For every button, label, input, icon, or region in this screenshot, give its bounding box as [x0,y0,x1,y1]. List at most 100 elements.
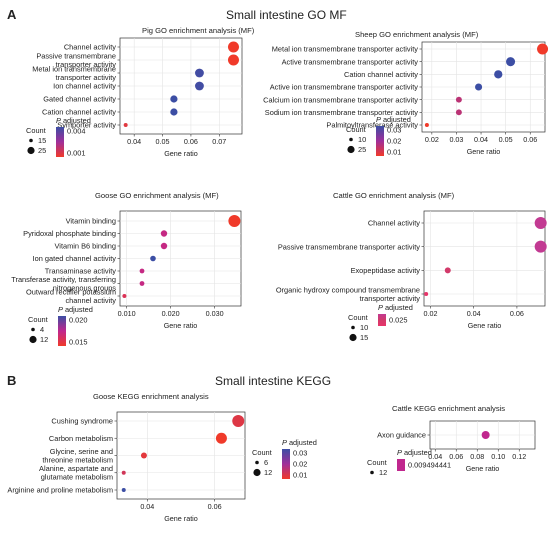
legend-size-dot [255,460,259,465]
x-tick-label: 0.03 [449,135,463,144]
x-axis-label: Gene ratio [467,147,501,156]
legend-p-italic: P [397,448,402,457]
section-a-title: Small intestine GO MF [226,8,347,22]
legend-color-bar [397,459,405,471]
section-b-title: Small intestine KEGG [215,374,331,388]
category-label: nitrogenous groups [53,283,117,292]
category-label: Gated channel activity [43,95,116,104]
legend-count-value: 25 [38,146,46,155]
legend-count-value: 15 [38,136,46,145]
x-tick-label: 0.02 [423,309,437,318]
category-label: Calcium ion transmembrane transporter ac… [263,95,418,104]
x-axis-label: Gene ratio [164,149,198,158]
x-tick-label: 0.06 [449,452,463,461]
category-label: channel activity [65,296,116,305]
chart-goose: Goose GO enrichment analysis (MF) 0.010 0.… [11,191,242,347]
category-label: Channel activity [64,43,116,52]
data-point [232,415,245,427]
legend-p-tick: 0.01 [387,148,401,157]
legend-count-value: 10 [358,135,366,144]
data-point [227,54,239,66]
category-label: Ion channel activity [53,82,116,91]
legend-p-tick: 0.03 [293,449,307,458]
data-point [475,83,483,91]
data-point [534,240,547,253]
legend-p-tick: 0.01 [293,471,307,480]
legend-p-tick: 0.03 [387,126,401,135]
data-point [215,432,227,444]
legend-count-value: 15 [360,333,368,342]
data-point [455,96,462,103]
data-point [150,255,156,262]
legend-p-word: adjusted [383,115,411,124]
data-point [228,215,241,227]
x-tick-label: 0.07 [212,137,226,146]
legend-count-title: Count [28,315,48,324]
category-label: Passive transmembrane transporter activi… [278,242,420,251]
x-tick-label: 0.020 [162,309,180,318]
legend-p-tick: 0.015 [69,338,88,347]
x-tick-label: 0.04 [474,135,488,144]
x-tick-label: 0.08 [470,452,484,461]
data-point [160,242,168,250]
x-tick-label: 0.06 [510,309,524,318]
category-label: Arginine and proline metabolism [7,486,113,495]
legend-p-italic: P [56,116,61,125]
x-tick-label: 0.04 [467,309,481,318]
chart-goose_kegg: Goose KEGG enrichment analysis 0.04 0.06 Ge… [7,392,316,523]
data-point [534,217,547,229]
chart-cattle: Cattle GO enrichment analysis (MF) 0.02 0.… [276,191,547,342]
x-axis-label: Gene ratio [468,321,502,330]
category-label: Cation channel activity [42,108,116,117]
category-label: Exopeptidase activity [351,266,421,275]
chart-title: Sheep GO enrichment analysis (MF) [355,30,479,39]
legend-color-bar [376,126,384,156]
x-tick-label: 0.04 [127,137,141,146]
chart-title: Goose GO enrichment analysis (MF) [95,191,219,200]
legend-count-value: 10 [360,323,368,332]
category-label: transporter activity [360,294,421,303]
category-label: Active ion transmembrane transporter act… [270,83,419,92]
legend-count-value: 12 [40,335,48,344]
category-label: Glycine, serine and [50,447,113,456]
data-point [160,230,168,237]
legend-p-tick: 0.004 [67,127,86,136]
legend-p-italic: P [376,115,381,124]
category-label: Cation channel activity [344,70,418,79]
category-label: Sodium ion transmembrane transporter act… [265,108,419,117]
x-tick-label: 0.05 [156,137,170,146]
data-point [506,57,516,67]
category-label: Pyridoxal phosphate binding [23,229,116,238]
legend-p-word: adjusted [404,448,432,457]
category-label: Alanine, aspartate and [39,464,113,473]
data-point [139,268,145,274]
x-tick-label: 0.06 [208,502,222,511]
category-label: Channel activity [368,219,420,228]
data-point [121,470,126,475]
legend-size-dot [29,138,33,143]
legend-count-value: 6 [264,458,268,467]
x-tick-label: 0.030 [206,309,224,318]
category-label: Axon guidance [377,431,426,440]
category-label: Transferase activity, transferring [11,275,116,284]
legend-count-title: Count [346,125,366,134]
x-tick-label: 0.12 [512,452,526,461]
data-point [140,452,147,459]
category-label: transporter activity [56,60,117,69]
x-tick-label: 0.02 [425,135,439,144]
category-label: Organic hydroxy compound transmembrane [276,285,420,294]
legend-size-dot [253,468,261,477]
category-label: Transaminase activity [45,267,116,276]
legend-size-dot [29,335,37,344]
category-label: Outward rectifier potassium [26,287,116,296]
data-point [481,431,490,439]
legend-color-bar [378,314,386,326]
